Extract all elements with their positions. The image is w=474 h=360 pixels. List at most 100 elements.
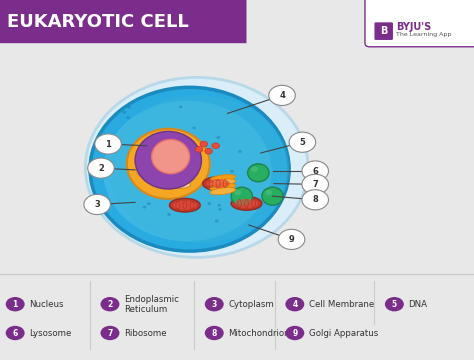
Circle shape — [216, 136, 220, 139]
Circle shape — [200, 141, 208, 147]
Circle shape — [192, 126, 196, 129]
Ellipse shape — [265, 190, 272, 195]
Ellipse shape — [152, 140, 190, 174]
Ellipse shape — [262, 187, 283, 205]
Circle shape — [167, 159, 171, 162]
Ellipse shape — [210, 188, 236, 195]
Ellipse shape — [248, 164, 269, 182]
Circle shape — [126, 116, 130, 119]
Circle shape — [188, 189, 192, 192]
Ellipse shape — [206, 179, 230, 188]
Text: 4: 4 — [292, 300, 298, 309]
Text: 9: 9 — [292, 328, 298, 338]
Text: 1: 1 — [105, 140, 111, 149]
Circle shape — [207, 202, 211, 205]
Circle shape — [150, 161, 154, 163]
Text: 2: 2 — [107, 300, 113, 309]
Ellipse shape — [127, 129, 210, 199]
Circle shape — [212, 143, 219, 149]
Text: 9: 9 — [289, 235, 294, 244]
FancyBboxPatch shape — [374, 22, 393, 40]
Circle shape — [6, 326, 25, 340]
Text: 7: 7 — [312, 180, 318, 189]
Ellipse shape — [231, 187, 252, 205]
Text: EUKARYOTIC CELL: EUKARYOTIC CELL — [7, 13, 189, 31]
Circle shape — [100, 326, 119, 340]
Circle shape — [205, 326, 224, 340]
Ellipse shape — [173, 201, 197, 210]
Text: Cytoplasm: Cytoplasm — [228, 300, 274, 309]
FancyBboxPatch shape — [0, 0, 246, 43]
Text: Golgi Apparatus: Golgi Apparatus — [309, 328, 378, 338]
Ellipse shape — [135, 131, 201, 189]
Ellipse shape — [170, 198, 200, 212]
Circle shape — [285, 326, 304, 340]
Circle shape — [179, 105, 182, 108]
Circle shape — [205, 297, 224, 311]
Circle shape — [128, 106, 131, 109]
Text: 1: 1 — [12, 300, 18, 309]
Ellipse shape — [203, 177, 234, 190]
Ellipse shape — [251, 166, 258, 172]
Text: 2: 2 — [98, 164, 104, 173]
Text: 4: 4 — [279, 91, 285, 100]
Circle shape — [160, 142, 164, 145]
Circle shape — [218, 208, 222, 211]
Circle shape — [255, 199, 258, 202]
Text: 5: 5 — [300, 138, 305, 147]
Text: BYJU'S: BYJU'S — [396, 22, 431, 32]
Text: 6: 6 — [312, 166, 318, 176]
Text: 3: 3 — [211, 300, 217, 309]
Text: 8: 8 — [211, 328, 217, 338]
Circle shape — [218, 204, 221, 207]
Ellipse shape — [90, 87, 289, 251]
Ellipse shape — [103, 101, 271, 241]
Text: 3: 3 — [94, 200, 100, 209]
Text: DNA: DNA — [409, 300, 428, 309]
Text: Ribosome: Ribosome — [124, 328, 167, 338]
Ellipse shape — [235, 199, 258, 208]
Circle shape — [165, 179, 169, 182]
Circle shape — [95, 134, 121, 154]
Text: 6: 6 — [12, 328, 18, 338]
Circle shape — [147, 202, 151, 205]
Ellipse shape — [210, 175, 236, 182]
Text: Cell Membrane: Cell Membrane — [309, 300, 374, 309]
Text: 5: 5 — [392, 300, 397, 309]
Text: 7: 7 — [107, 328, 113, 338]
Circle shape — [143, 206, 146, 208]
Circle shape — [289, 132, 316, 152]
Circle shape — [88, 158, 114, 178]
Circle shape — [195, 147, 203, 152]
Circle shape — [6, 297, 25, 311]
Circle shape — [385, 297, 404, 311]
Ellipse shape — [137, 168, 191, 188]
Circle shape — [302, 161, 328, 181]
FancyBboxPatch shape — [365, 0, 474, 47]
Circle shape — [269, 85, 295, 105]
Ellipse shape — [231, 197, 262, 210]
Ellipse shape — [234, 190, 241, 195]
Ellipse shape — [155, 147, 201, 162]
Circle shape — [84, 194, 110, 215]
Circle shape — [285, 297, 304, 311]
Circle shape — [122, 111, 126, 114]
Text: B: B — [380, 26, 387, 36]
Text: Lysosome: Lysosome — [29, 328, 72, 338]
Ellipse shape — [109, 95, 289, 243]
Ellipse shape — [210, 179, 236, 186]
Circle shape — [238, 150, 242, 153]
Text: Mitochondrion: Mitochondrion — [228, 328, 290, 338]
Circle shape — [215, 220, 219, 222]
Circle shape — [168, 160, 172, 163]
Text: 8: 8 — [312, 195, 318, 204]
Ellipse shape — [210, 183, 236, 190]
Circle shape — [230, 170, 234, 173]
Circle shape — [167, 213, 171, 216]
Text: Nucleus: Nucleus — [29, 300, 64, 309]
Circle shape — [302, 190, 328, 210]
Ellipse shape — [85, 77, 308, 257]
Circle shape — [278, 229, 305, 249]
Text: Endoplasmic
Reticulum: Endoplasmic Reticulum — [124, 294, 179, 314]
Text: The Learning App: The Learning App — [396, 32, 451, 37]
